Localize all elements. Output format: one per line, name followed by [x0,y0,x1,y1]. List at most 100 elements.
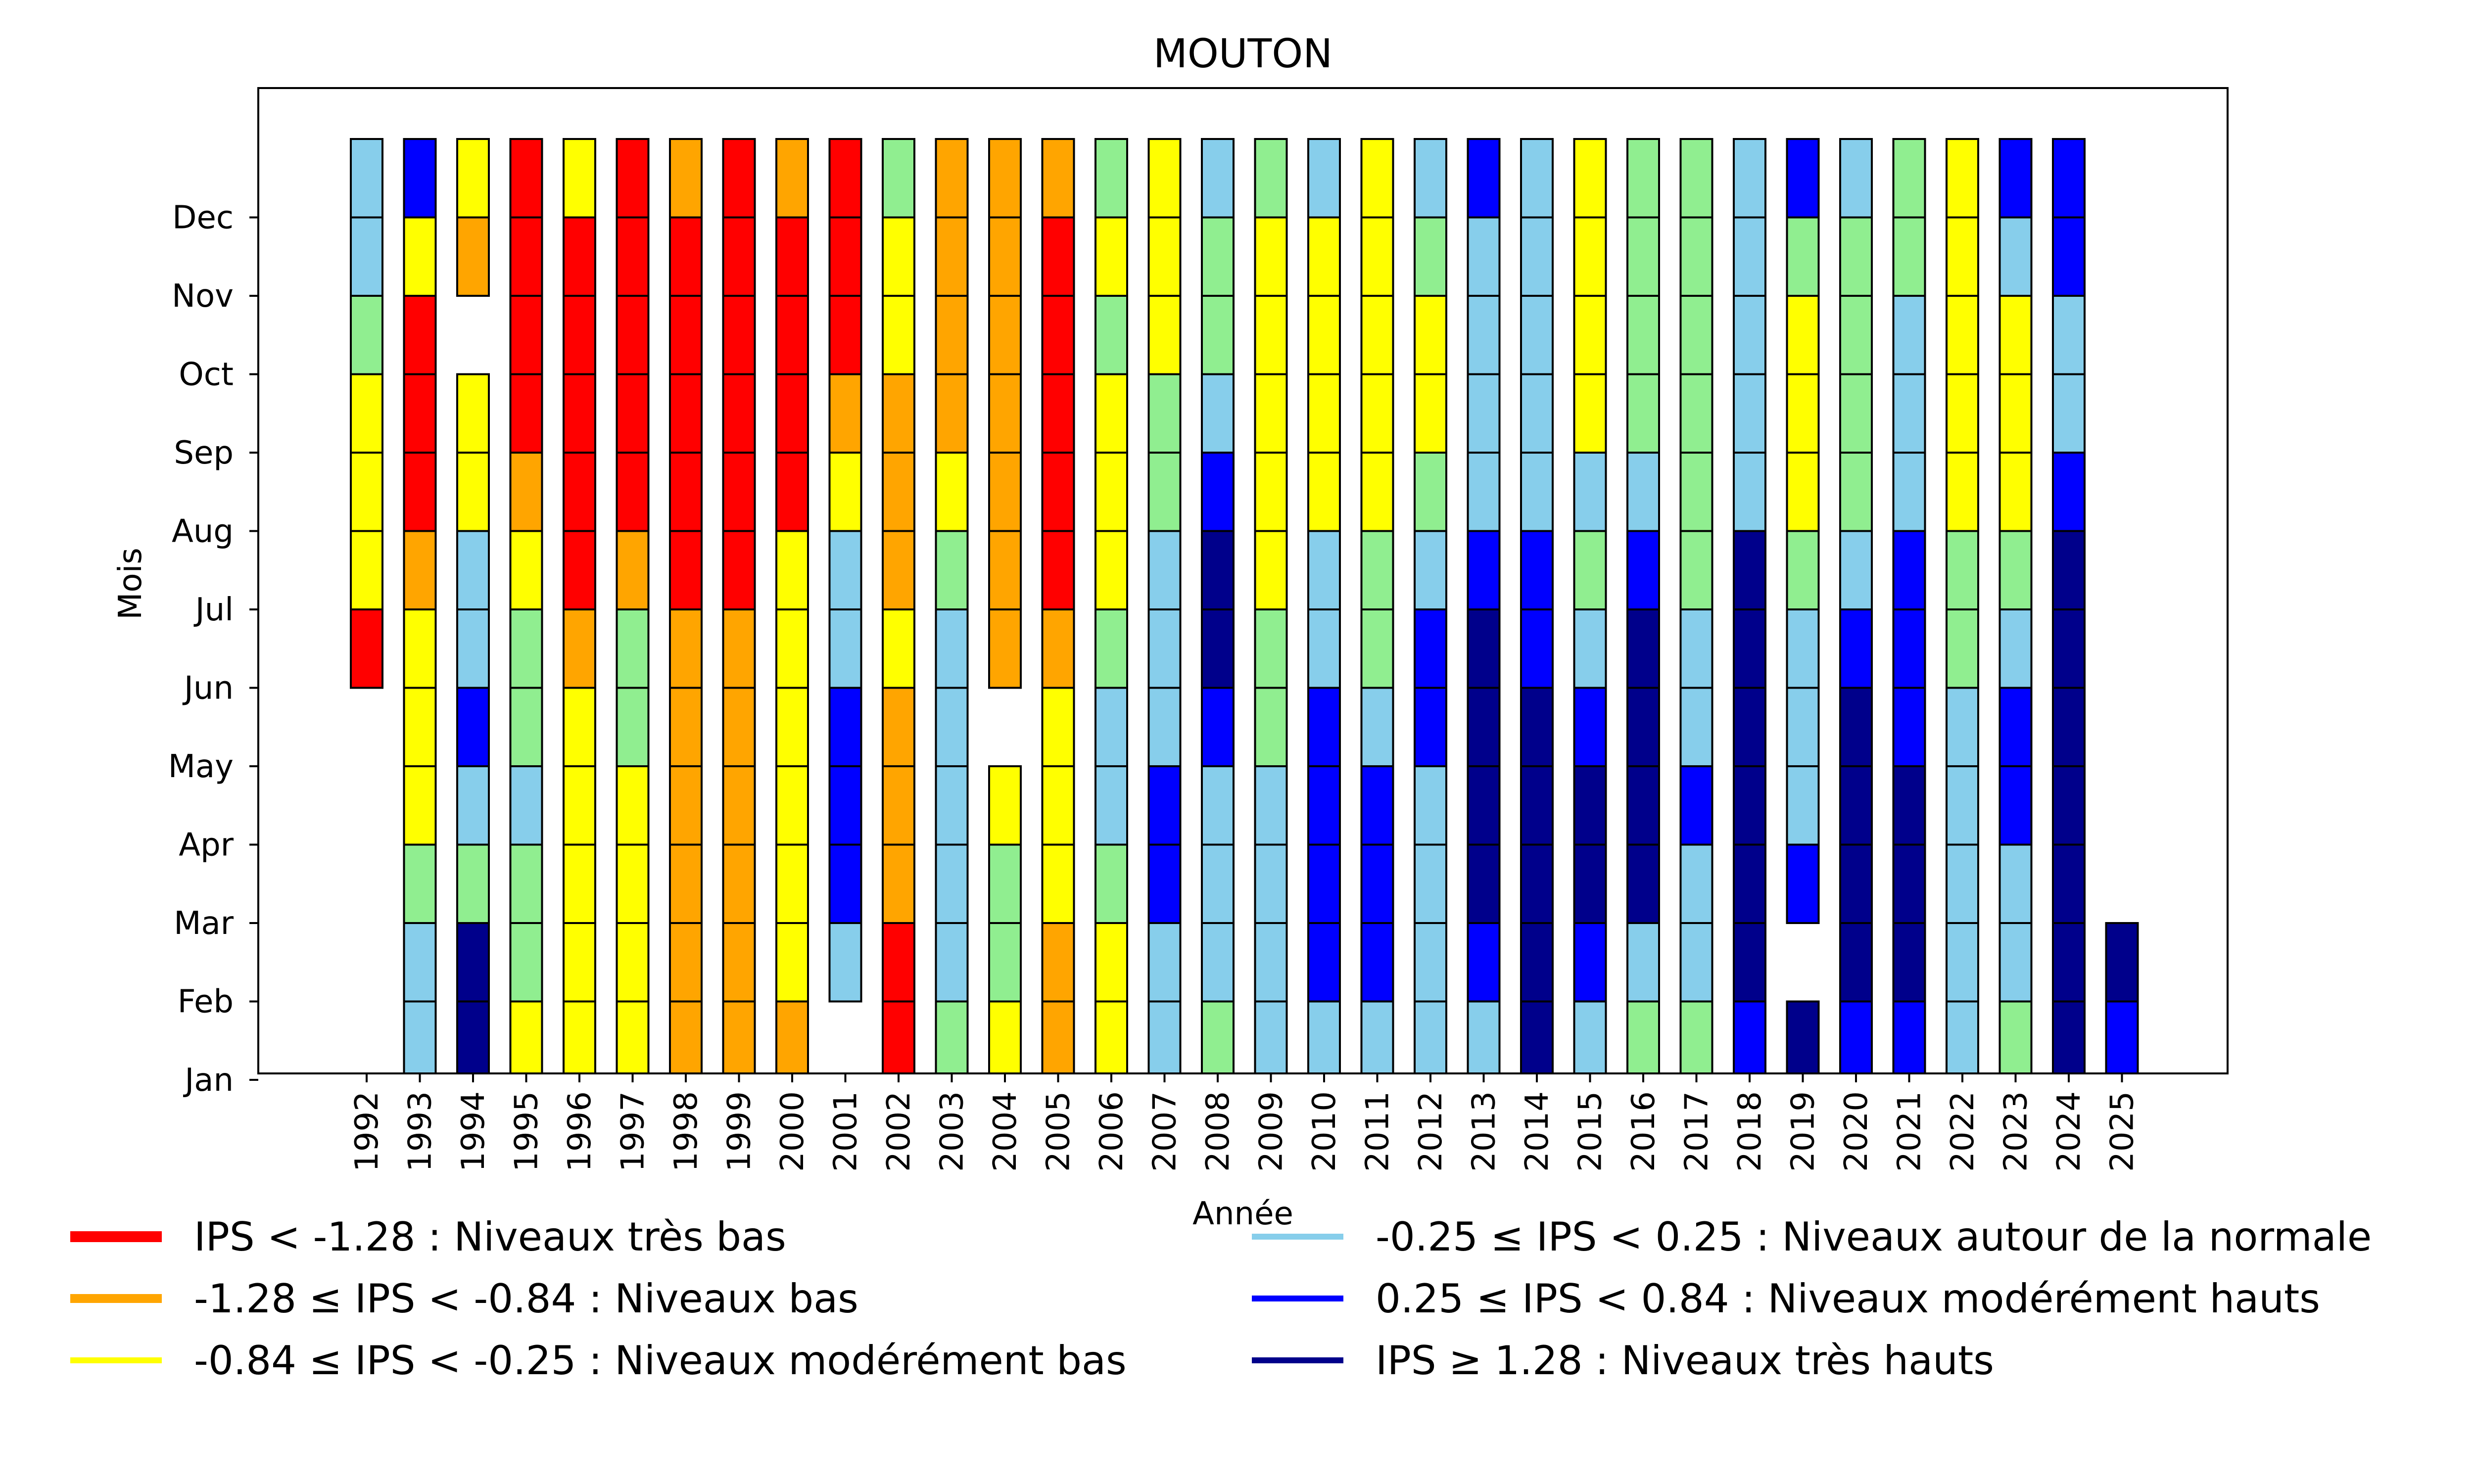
cell-1999-oct [722,295,756,375]
cell-1996-nov [563,216,596,297]
cell-2014-mar [1520,843,1554,924]
cell-2016-feb [1626,922,1660,1003]
y-tick-label: Oct [179,357,234,393]
cell-2021-sep [1892,373,1926,454]
cell-2012-dec [1414,138,1447,219]
cell-2012-feb [1414,922,1447,1003]
cell-2019-jul [1786,530,1820,610]
x-tick-label: 2010 [1306,1091,1343,1172]
y-tick-label: Nov [172,278,234,315]
cell-2023-nov [1998,216,2033,297]
cell-2000-apr [775,765,809,846]
cell-2015-jul [1573,530,1607,610]
cell-2009-jul [1254,530,1288,610]
cell-2021-dec [1892,138,1926,219]
cell-2009-feb [1254,922,1288,1003]
cell-2004-feb [988,922,1022,1003]
cell-2020-feb [1839,922,1873,1003]
cell-2001-sep [828,373,862,454]
cell-2014-apr [1520,765,1554,846]
y-tick-label: Feb [178,984,234,1020]
cell-1999-mar [722,843,756,924]
cell-2011-may [1360,687,1394,767]
cell-2011-dec [1360,138,1394,219]
cell-1997-feb [616,922,650,1003]
y-tick-label: Jul [193,592,234,628]
cell-2023-may [1998,687,2033,767]
cell-1997-apr [616,765,650,846]
cell-2014-nov [1520,216,1554,297]
cell-2021-oct [1892,295,1926,375]
cell-2005-nov [1041,216,1075,297]
cell-2017-aug [1679,452,1713,532]
cell-2000-may [775,687,809,767]
cell-2018-may [1733,687,1766,767]
cell-1999-jan [722,1000,756,1074]
cell-2017-feb [1679,922,1713,1003]
y-tick-label: Mar [174,905,234,942]
cell-2000-nov [775,216,809,297]
cell-2011-jan [1360,1000,1394,1074]
cell-2008-may [1201,687,1235,767]
cell-1992-dec [350,138,383,219]
x-tick-label: 2014 [1519,1091,1556,1172]
cell-2004-jan [988,1000,1022,1074]
cell-2012-aug [1414,452,1447,532]
cell-2003-dec [935,138,969,219]
legend-label: -1.28 ≤ IPS < -0.84 : Niveaux bas [194,1276,858,1322]
cell-2000-jun [775,608,809,689]
cell-2000-dec [775,138,809,219]
cell-2006-sep [1094,373,1128,454]
cell-1993-jul [403,530,437,610]
cell-2008-feb [1201,922,1235,1003]
cell-1993-aug [403,452,437,532]
cell-2020-nov [1839,216,1873,297]
cell-2023-dec [1998,138,2033,219]
cell-2005-jan [1041,1000,1075,1074]
cell-2018-jan [1733,1000,1766,1074]
x-tick-label: 1993 [402,1091,439,1172]
cell-2006-dec [1094,138,1128,219]
cell-2021-nov [1892,216,1926,297]
cell-1998-dec [669,138,703,219]
cell-2015-feb [1573,922,1607,1003]
cell-2003-jan [935,1000,969,1074]
cell-2017-mar [1679,843,1713,924]
cell-2012-jul [1414,530,1447,610]
chart-title: MOUTON [1153,31,1332,77]
cell-2016-jun [1626,608,1660,689]
cell-1994-jun [456,608,490,689]
cell-1995-apr [509,765,543,846]
cell-2018-sep [1733,373,1766,454]
cell-2016-jul [1626,530,1660,610]
cell-1994-may [456,687,490,767]
x-tick-label: 2004 [987,1091,1024,1172]
cell-1995-dec [509,138,543,219]
cell-2018-mar [1733,843,1766,924]
cell-2013-aug [1467,452,1501,532]
cell-2007-jul [1147,530,1182,610]
cell-2016-aug [1626,452,1660,532]
cell-2022-jul [1946,530,1979,610]
cell-2024-dec [2052,138,2086,219]
cell-1999-jul [722,530,756,610]
x-tick-label: 1999 [721,1091,758,1172]
cell-2020-jul [1839,530,1873,610]
cell-1994-jan [456,1000,490,1074]
cell-2020-aug [1839,452,1873,532]
cell-2015-nov [1573,216,1607,297]
x-tick-label: 2016 [1625,1091,1662,1172]
cell-2002-may [882,687,915,767]
cell-1996-sep [563,373,596,454]
cell-1998-jun [669,608,703,689]
cell-2001-mar [828,843,862,924]
cell-2010-apr [1307,765,1341,846]
cell-2002-mar [882,843,915,924]
cell-2001-oct [828,295,862,375]
cell-2020-jan [1839,1000,1873,1074]
cell-2012-jun [1414,608,1447,689]
cell-2004-dec [988,138,1022,219]
cell-2002-dec [882,138,915,219]
cell-2011-sep [1360,373,1394,454]
cell-2012-may [1414,687,1447,767]
